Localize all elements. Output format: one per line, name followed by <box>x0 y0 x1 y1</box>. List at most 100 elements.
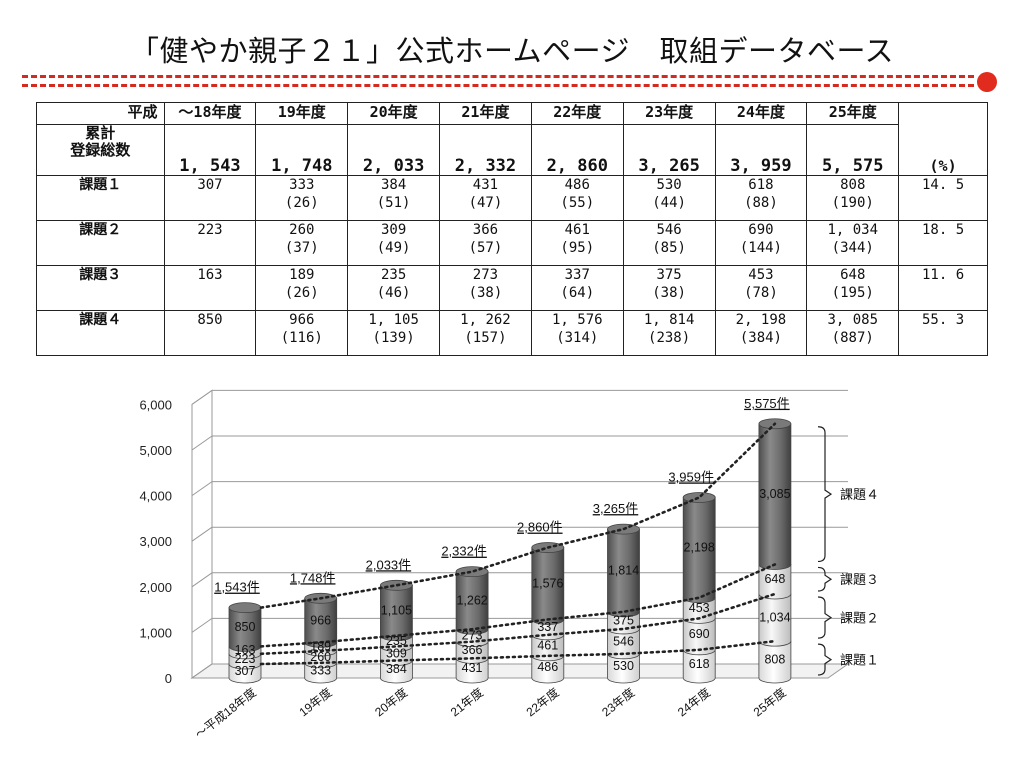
cell-increment: (57) <box>468 240 503 256</box>
table-cell: 375 (38) <box>622 265 716 311</box>
segment-label: 309 <box>386 646 407 660</box>
x-tick-label: 25年度 <box>750 685 789 720</box>
bar-top-cap <box>682 492 716 503</box>
cell-increment: (190) <box>831 195 874 211</box>
total-label: 5,575件 <box>744 396 790 411</box>
row-label: 課題２ <box>36 220 165 266</box>
cell-increment: (144) <box>739 240 782 256</box>
year-header: 23年度 <box>622 102 716 125</box>
table-cell: 461 (95) <box>530 220 624 266</box>
table-cell: 189 (26) <box>255 265 349 311</box>
cell-increment: (116) <box>280 330 323 346</box>
table-cell: 337 (64) <box>530 265 624 311</box>
cell-value: 546 <box>656 222 682 238</box>
registration-table: 平成 ～18年度 19年度 20年度 21年度 22年度 23年度 24年度 2… <box>36 102 988 356</box>
cell-value: 690 <box>748 222 774 238</box>
segment-label: 375 <box>613 613 634 627</box>
cell-value: 273 <box>472 267 499 283</box>
legend-label: 課題２ <box>840 611 879 626</box>
segment-label: 384 <box>386 662 407 676</box>
cell-value: 1, 576 <box>551 312 603 328</box>
cell-value: 235 <box>380 267 407 283</box>
table-cell: 366 (57) <box>439 220 532 266</box>
total-label: 1,543件 <box>214 580 260 595</box>
x-tick-label: ～平成18年度 <box>192 685 259 742</box>
cell-value: 189 <box>289 267 315 283</box>
table-cell: 3, 085 (887) <box>806 310 900 356</box>
cell-value: 337 <box>564 267 590 283</box>
cell-value: 384 <box>380 177 407 193</box>
table-cell: 966 (116) <box>255 310 349 356</box>
segment-label: 1,034 <box>759 611 790 625</box>
table-cell: 648 (195) <box>806 265 900 311</box>
trend-line <box>259 592 777 656</box>
cell-value: 461 <box>564 222 590 238</box>
cell-increment: (55) <box>560 195 595 211</box>
segment-label: 1,814 <box>608 563 639 577</box>
segment-label: 546 <box>613 634 634 648</box>
cell-increment: (44) <box>652 195 686 211</box>
pct-cell: 55. 3 <box>898 310 988 356</box>
total-label: 3,959件 <box>668 469 714 484</box>
table-cell: 1, 034 (344) <box>806 220 900 266</box>
cell-value: 1, 034 <box>827 222 879 238</box>
stacked-cylinder-chart: 0 1,000 2,000 3,000 4,000 5,000 6,000 307223163… <box>139 389 879 742</box>
gridline-diagonal <box>191 435 213 451</box>
segment-label: 690 <box>689 627 710 641</box>
bar-segment <box>380 660 413 684</box>
table-cell: 431 (47) <box>439 175 532 221</box>
x-tick-label: 24年度 <box>674 685 713 720</box>
cell-increment: (26) <box>284 195 319 211</box>
cell-value: 808 <box>840 177 866 193</box>
table-row: 課題３ 163 189 (26) 235 (46) 273 (38) 337 (64) … <box>36 265 988 311</box>
segment-label: 486 <box>537 660 558 674</box>
table-cell: 1, 814 (238) <box>622 310 716 356</box>
segment-label: 1,105 <box>381 603 412 617</box>
cell-value: 163 <box>197 267 223 283</box>
cell-increment: (88) <box>744 195 778 211</box>
row-label: 課題４ <box>36 310 165 356</box>
cell-increment: (238) <box>648 330 691 346</box>
segment-label: 453 <box>689 601 710 615</box>
cell-increment: (49) <box>376 240 411 256</box>
cell-value: 309 <box>380 222 407 238</box>
x-tick-label: 23年度 <box>599 685 638 720</box>
x-tick-label: 19年度 <box>296 685 335 720</box>
total-label: 2,033件 <box>366 557 412 572</box>
total-cell: 1, 543 <box>163 124 257 176</box>
table-cell: 1, 105 (139) <box>347 310 441 356</box>
year-header: 22年度 <box>530 102 624 125</box>
x-tick-label: 22年度 <box>523 685 562 720</box>
bar-segment <box>758 423 792 570</box>
year-header: 24年度 <box>714 102 808 125</box>
total-label: 1,748件 <box>290 570 336 585</box>
cell-value: 966 <box>289 312 315 328</box>
bar-top-cap <box>455 566 489 578</box>
cell-value: 3, 085 <box>827 312 879 328</box>
table-total-row: 累計 登録総数 1, 543 1, 748 2, 033 2, 332 2, 8… <box>36 124 988 176</box>
segment-label: 618 <box>689 657 710 671</box>
divider-end-dot <box>977 72 997 92</box>
segment-label: 648 <box>764 572 785 586</box>
x-tick-label: 21年度 <box>447 685 486 720</box>
table-cell: 690 (144) <box>714 220 808 266</box>
cell-increment: (384) <box>739 330 782 346</box>
cell-value: 1, 814 <box>643 312 695 328</box>
table-row: 課題２ 223 260 (37) 309 (49) 366 (57) 461 (95) … <box>36 220 988 266</box>
cell-value: 2, 198 <box>735 312 787 328</box>
year-header: 20年度 <box>347 102 441 125</box>
bar-segment <box>607 653 640 684</box>
total-cell: 3, 265 <box>622 124 716 176</box>
table-row: 課題４ 850 966 (116) 1, 105 (139) 1, 262 (157)… <box>36 310 988 356</box>
y-tick-label: 4,000 <box>139 489 172 504</box>
bar-segment <box>304 662 338 684</box>
segment-label: 1,576 <box>532 577 563 591</box>
row-label: 課題１ <box>36 175 165 221</box>
cell-value: 307 <box>197 177 223 193</box>
legend-bracket <box>817 426 833 563</box>
cell-increment: (95) <box>560 240 595 256</box>
gridline-diagonal <box>191 572 213 588</box>
table-cell: 163 <box>163 265 257 311</box>
table-cell: 384 (51) <box>347 175 441 221</box>
row-label: 課題３ <box>36 265 165 311</box>
